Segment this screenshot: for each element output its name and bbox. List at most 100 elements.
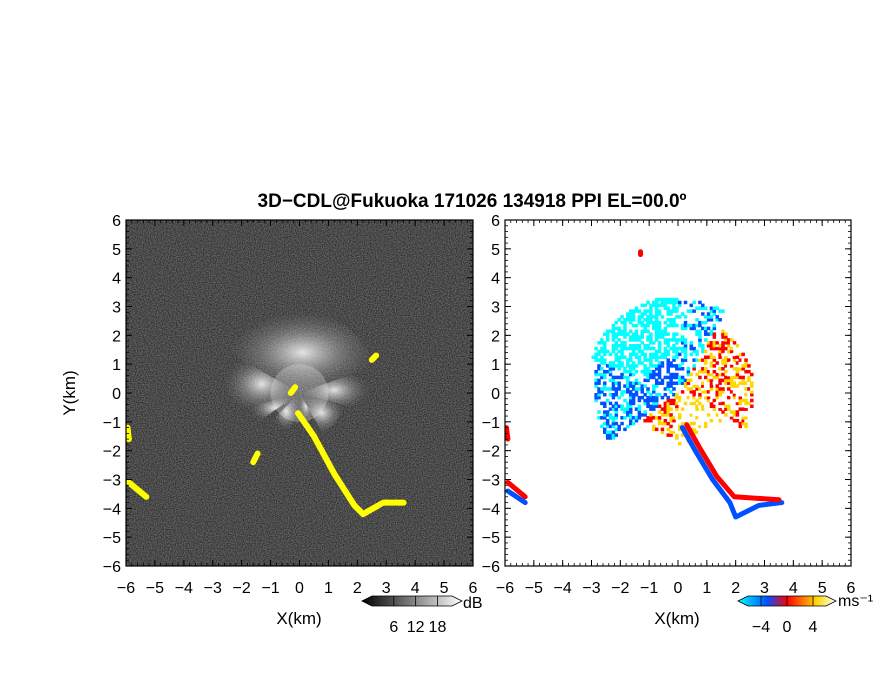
velocity-pixel [614, 390, 619, 394]
snr-xtick-label: −4 [175, 580, 193, 597]
velocity-pixel [738, 395, 743, 400]
velocity-pixel [628, 393, 633, 397]
velocity-pixel [603, 401, 607, 406]
velocity-pixel [706, 398, 711, 403]
velocity-pixel [675, 323, 679, 328]
velocity-pixel [649, 318, 653, 322]
velocity-image [505, 220, 851, 566]
velocity-pixel [701, 413, 705, 417]
velocity-pixel [735, 401, 740, 406]
velocity-pixel [680, 358, 685, 362]
velocity-ytick-label: 6 [491, 213, 500, 230]
velocity-pixel [686, 372, 691, 377]
velocity-pixel [652, 320, 656, 325]
velocity-pixel [652, 352, 656, 357]
velocity-pixel [675, 430, 679, 434]
velocity-pixel [692, 358, 696, 362]
velocity-pixel [678, 364, 682, 368]
velocity-pixel [617, 358, 621, 362]
velocity-ytick-label: −4 [482, 501, 500, 518]
velocity-pixel [718, 407, 722, 411]
velocity-pixel [620, 320, 624, 325]
velocity-pixel [672, 323, 676, 328]
velocity-pixel [634, 306, 639, 310]
velocity-pixel [643, 413, 647, 417]
velocity-pixel [721, 358, 725, 362]
velocity-pixel [715, 404, 719, 409]
velocity-pixel [744, 387, 748, 391]
velocity-pixel [741, 369, 745, 374]
velocity-pixel [678, 300, 682, 305]
velocity-pixel [594, 352, 598, 357]
velocity-pixel [703, 306, 708, 310]
velocity-pixel [611, 364, 616, 368]
velocity-pixel [721, 309, 725, 313]
velocity-pixel [724, 332, 728, 336]
velocity-pixel [631, 372, 636, 377]
velocity-pixel [637, 315, 642, 319]
velocity-pixel [729, 338, 734, 342]
velocity-pixel [614, 335, 619, 339]
velocity-pixel [678, 442, 682, 446]
velocity-pixel [712, 341, 717, 345]
velocity-pixel [605, 410, 610, 414]
velocity-pixel [626, 315, 630, 319]
velocity-pixel [634, 338, 639, 342]
snr-highlight-region [126, 479, 150, 500]
velocity-pixel [701, 407, 705, 411]
velocity-pixel [678, 398, 682, 403]
velocity-pixel [657, 375, 662, 380]
velocity-pixel [701, 306, 705, 310]
snr-highlight-region [287, 384, 299, 396]
velocity-pixel [683, 300, 688, 305]
velocity-pixel [721, 372, 725, 377]
velocity-pixel [732, 390, 737, 394]
velocity-pixel [678, 401, 682, 406]
velocity-pixel [597, 349, 601, 354]
velocity-pixel [603, 372, 607, 377]
velocity-pixel [652, 416, 656, 420]
velocity-pixel [654, 401, 659, 406]
velocity-ytick-label: −6 [482, 559, 500, 576]
velocity-pixel [715, 395, 719, 400]
velocity-pixel [686, 381, 691, 385]
velocity-pixel [721, 332, 725, 336]
velocity-pixel [637, 309, 642, 313]
velocity-pixel [727, 358, 731, 362]
velocity-pixel [672, 346, 676, 351]
velocity-pixel [640, 387, 644, 391]
velocity-xtick-label: −2 [611, 580, 629, 597]
velocity-pixel [637, 346, 642, 351]
velocity-pixel [617, 349, 621, 354]
velocity-pixel [703, 332, 708, 336]
velocity-pixel [712, 421, 717, 426]
snr-image [126, 220, 473, 566]
velocity-pixel [657, 341, 662, 345]
velocity-pixel [637, 407, 642, 411]
velocity-pixel [692, 393, 696, 397]
velocity-pixel [591, 355, 595, 359]
velocity-pixel [660, 300, 665, 305]
velocity-pixel [646, 309, 650, 313]
velocity-pixel [747, 364, 751, 368]
velocity-pixel [666, 433, 670, 437]
velocity-pixel [605, 369, 610, 374]
velocity-pixel [678, 352, 682, 357]
velocity-pixel [617, 355, 621, 359]
velocity-pixel [721, 361, 725, 365]
velocity-pixel [727, 343, 731, 348]
velocity-pixel [703, 393, 708, 397]
velocity-pixel [672, 343, 676, 348]
velocity-pixel [698, 387, 702, 391]
velocity-pixel [654, 297, 659, 302]
velocity-pixel [678, 303, 682, 308]
snr-xtick-label: 1 [324, 580, 333, 597]
velocity-pixel [680, 407, 685, 411]
velocity-pixel [680, 346, 685, 351]
velocity-pixel [640, 390, 644, 394]
velocity-pixel [605, 436, 610, 440]
velocity-pixel [698, 433, 702, 437]
velocity-pixel [709, 387, 714, 391]
velocity-pixel [698, 395, 702, 400]
velocity-pixel [600, 367, 604, 371]
